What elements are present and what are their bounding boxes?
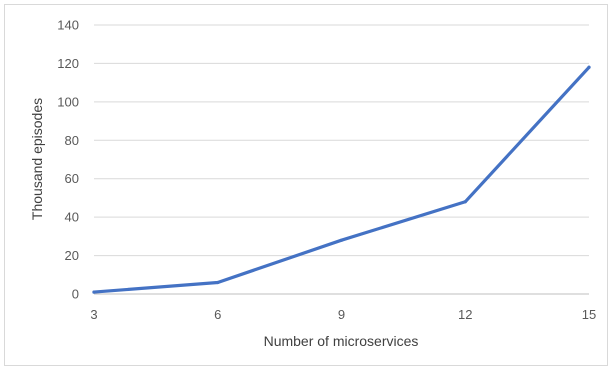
data-point	[463, 200, 467, 204]
y-tick-label: 140	[57, 18, 79, 33]
x-tick-label: 9	[338, 307, 345, 322]
tick-labels: 0 20 40 60 80 100 120 140 3 6 9 12 15	[57, 18, 596, 323]
y-tick-label: 20	[65, 248, 79, 263]
chart-frame	[4, 4, 608, 366]
y-tick-label: 120	[57, 56, 79, 71]
x-axis-title: Number of microservices	[264, 333, 419, 349]
y-tick-label: 80	[65, 133, 79, 148]
data-point	[587, 65, 591, 69]
y-tick-label: 40	[65, 210, 79, 225]
x-tick-label: 15	[582, 307, 596, 322]
series-line-0	[92, 65, 591, 294]
series-layer	[92, 65, 591, 294]
y-axis-title: Thousand episodes	[29, 98, 45, 220]
data-point	[216, 280, 220, 285]
y-tick-label: 60	[65, 171, 79, 186]
gridlines	[94, 24, 589, 257]
y-tick-label: 100	[57, 94, 79, 109]
x-tick-label: 3	[90, 307, 97, 322]
y-tick-label: 0	[72, 287, 79, 302]
data-point	[339, 238, 344, 242]
data-point	[92, 290, 96, 294]
x-tick-label: 6	[214, 307, 221, 322]
x-tick-label: 12	[458, 307, 472, 322]
